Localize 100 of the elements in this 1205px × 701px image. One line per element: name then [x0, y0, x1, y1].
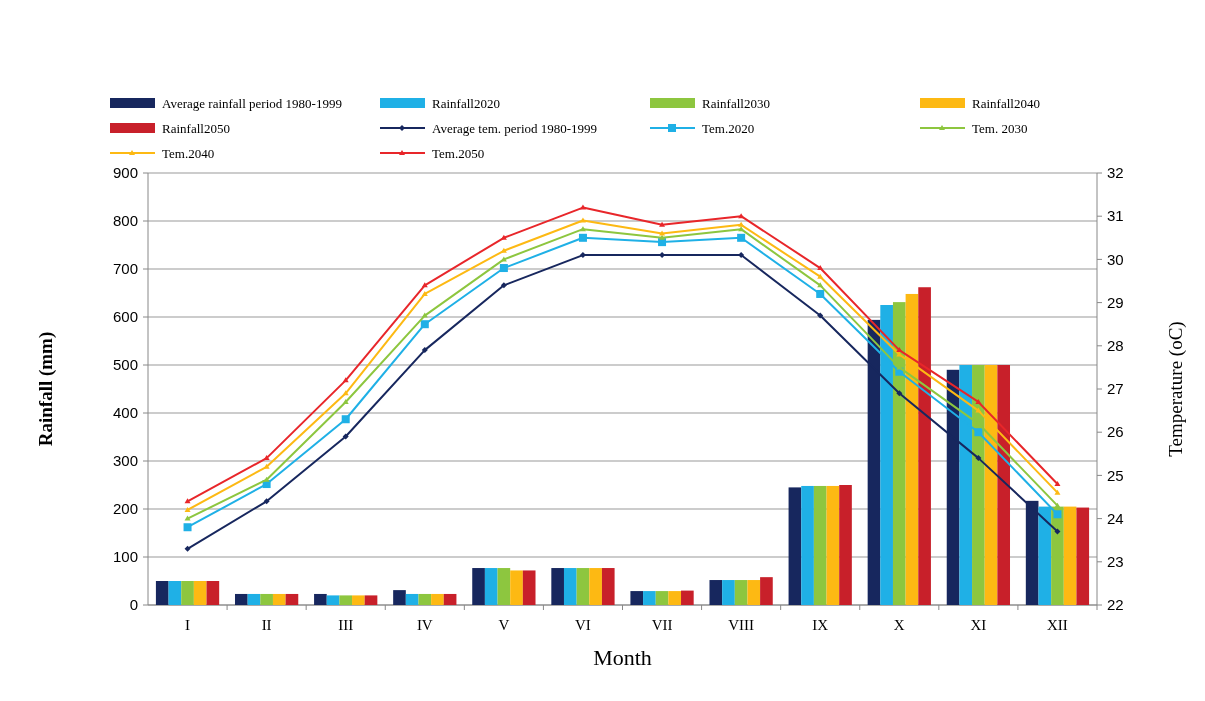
point — [1054, 502, 1061, 508]
bar — [405, 593, 419, 605]
bar — [472, 568, 485, 605]
y-tick-label: 700 — [112, 260, 138, 278]
bar — [813, 485, 827, 605]
bar — [589, 568, 602, 605]
legend-label: Rainfall2030 — [702, 95, 770, 111]
x-tick-label: IV — [416, 617, 433, 633]
y2-tick-label: 23 — [1107, 553, 1124, 571]
bar — [193, 581, 207, 605]
legend-label: Tem.2040 — [162, 145, 215, 161]
x-tick-label: V — [498, 617, 510, 633]
bar — [364, 595, 378, 605]
y2-tick-label: 29 — [1107, 293, 1124, 311]
legend-label: Tem.2020 — [702, 120, 755, 136]
bar — [206, 581, 220, 605]
bar — [681, 590, 694, 605]
x-tick-label: I — [185, 617, 191, 633]
point — [421, 347, 428, 354]
bar — [181, 581, 194, 605]
y-tick-label: 600 — [112, 308, 138, 326]
bar — [1063, 506, 1077, 605]
point — [421, 290, 428, 296]
point — [816, 289, 825, 298]
bar — [918, 287, 931, 605]
legend-label: Rainfall2040 — [972, 95, 1040, 111]
bar — [168, 581, 182, 605]
point — [659, 221, 666, 227]
point — [500, 234, 507, 240]
point — [500, 247, 507, 253]
point — [183, 523, 192, 532]
legend-label: Average rainfall period 1980-1999 — [162, 95, 342, 111]
point — [1054, 489, 1061, 495]
y-tick-label: 500 — [112, 356, 138, 374]
y2-axis-title: Temperature (oC) — [1165, 321, 1187, 457]
point — [974, 428, 983, 437]
y-tick-label: 100 — [112, 548, 138, 566]
point — [896, 390, 903, 397]
y2-tick-label: 32 — [1107, 164, 1124, 182]
x-tick-label: VII — [651, 617, 673, 633]
point — [975, 455, 982, 462]
bar — [734, 580, 748, 605]
y-tick-label: 300 — [112, 452, 138, 470]
legend-label: Tem. 2030 — [972, 120, 1028, 136]
x-tick-label: III — [338, 617, 354, 633]
point — [738, 252, 745, 259]
y2-tick-label: 30 — [1107, 250, 1124, 268]
y2-tick-label: 31 — [1107, 207, 1124, 225]
bar — [443, 593, 457, 605]
bar — [418, 593, 432, 605]
bar — [285, 593, 299, 605]
point — [579, 252, 586, 259]
point — [421, 312, 428, 318]
point — [342, 398, 349, 404]
bar — [247, 593, 261, 605]
point — [817, 273, 824, 279]
point — [500, 282, 507, 289]
y2-tick-label: 27 — [1107, 380, 1124, 398]
bar — [788, 487, 802, 605]
y2-tick-label: 24 — [1107, 509, 1124, 527]
y-axis-title: Rainfall (mm) — [35, 331, 57, 447]
point — [342, 433, 349, 440]
bar — [601, 568, 615, 605]
bar — [563, 568, 577, 605]
y-tick-label: 400 — [112, 404, 138, 422]
y2-tick-label: 26 — [1107, 423, 1124, 441]
bar — [234, 593, 248, 605]
x-tick-label: VI — [575, 617, 591, 633]
y-tick-label: 900 — [112, 164, 138, 182]
point — [184, 545, 191, 552]
point — [341, 415, 350, 424]
point — [579, 217, 586, 223]
point — [1054, 528, 1061, 535]
x-axis-title: Month — [593, 645, 652, 670]
bar — [551, 568, 564, 605]
bar — [826, 485, 840, 605]
bar — [510, 570, 523, 605]
bar — [352, 595, 365, 605]
bar — [668, 591, 682, 605]
x-tick-label: XII — [1047, 617, 1068, 633]
y-tick-label: 800 — [112, 212, 138, 230]
point — [499, 264, 508, 273]
bar — [497, 568, 511, 605]
bar — [314, 593, 327, 605]
point — [896, 347, 903, 353]
point — [975, 407, 982, 413]
legend-label: Rainfall2050 — [162, 120, 230, 136]
point — [184, 506, 191, 512]
point — [420, 320, 429, 329]
y-tick-label: 200 — [112, 500, 138, 518]
bar — [760, 577, 773, 605]
bar — [722, 580, 735, 605]
y2-tick-label: 22 — [1107, 596, 1124, 614]
x-tick-label: X — [893, 617, 905, 633]
point — [659, 234, 666, 240]
point — [737, 233, 746, 242]
legend-label: Average tem. period 1980-1999 — [432, 120, 598, 136]
y2-tick-label: 28 — [1107, 337, 1124, 355]
bar — [272, 593, 286, 605]
point — [738, 226, 745, 232]
